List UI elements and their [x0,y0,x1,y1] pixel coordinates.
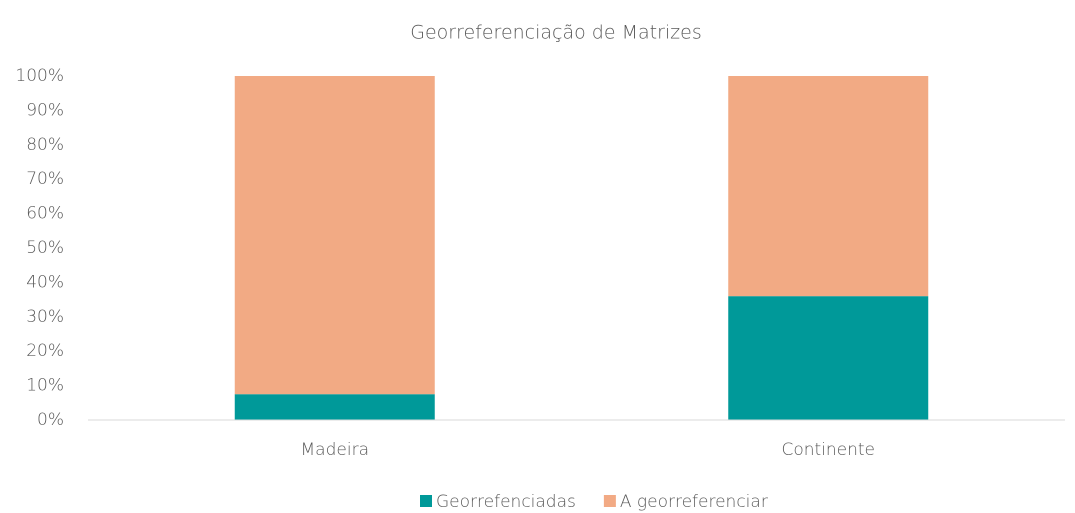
y-tick-label: 50% [26,238,64,258]
y-tick-label: 90% [26,100,64,120]
y-tick-label: 10% [26,376,64,396]
bar-segment [234,76,435,395]
bar-segment [728,76,929,297]
y-tick-label: 100% [15,66,64,86]
legend-label: A georreferenciar [620,492,768,512]
x-tick-label: Continente [781,440,875,460]
y-tick-label: 60% [26,204,64,224]
bar-segment [728,296,929,420]
y-tick-label: 30% [26,307,64,327]
chart-title: Georreferenciação de Matrizes [410,22,702,44]
y-tick-label: 0% [37,410,64,430]
y-tick-label: 20% [26,341,64,361]
x-tick-label: Madeira [301,440,369,460]
y-tick-label: 80% [26,135,64,155]
legend-swatch [603,495,616,507]
legend-swatch [420,495,432,507]
legend-label: Georrefenciadas [436,492,576,512]
y-tick-label: 40% [26,272,64,292]
bar-segment [234,394,435,420]
y-tick-label: 70% [26,169,64,189]
